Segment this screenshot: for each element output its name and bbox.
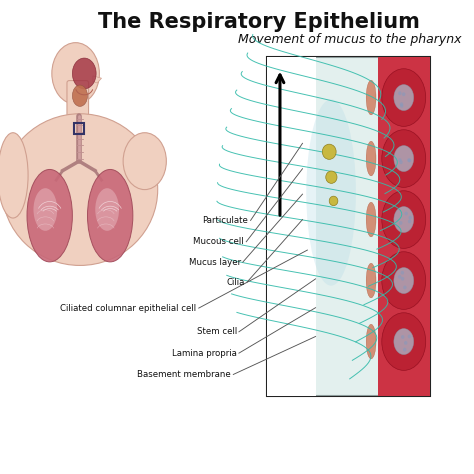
Ellipse shape (394, 146, 414, 172)
Circle shape (322, 144, 336, 159)
Circle shape (400, 277, 403, 281)
Circle shape (401, 273, 404, 277)
Circle shape (406, 273, 410, 277)
Polygon shape (93, 76, 101, 83)
Bar (316, 57, 378, 396)
Circle shape (405, 344, 409, 348)
Circle shape (403, 338, 407, 342)
Ellipse shape (382, 313, 426, 370)
Ellipse shape (366, 324, 376, 359)
Circle shape (329, 196, 338, 206)
Text: The Respiratory Epithelium: The Respiratory Epithelium (98, 12, 420, 32)
Circle shape (326, 171, 337, 183)
Circle shape (408, 149, 411, 153)
Ellipse shape (382, 69, 426, 127)
FancyBboxPatch shape (67, 81, 89, 116)
Ellipse shape (382, 191, 426, 248)
Ellipse shape (394, 207, 414, 233)
Circle shape (399, 104, 403, 108)
Circle shape (405, 226, 409, 230)
Ellipse shape (394, 328, 414, 355)
Text: Particulate: Particulate (202, 216, 248, 225)
Circle shape (403, 158, 407, 162)
Ellipse shape (0, 133, 28, 218)
Ellipse shape (394, 84, 414, 110)
Ellipse shape (366, 141, 376, 176)
Circle shape (397, 284, 401, 288)
Text: Cilia: Cilia (227, 278, 245, 286)
Text: Movement of mucus to the pharynx: Movement of mucus to the pharynx (238, 33, 462, 46)
Ellipse shape (366, 263, 376, 298)
Ellipse shape (394, 268, 414, 293)
Ellipse shape (366, 80, 376, 115)
Ellipse shape (52, 43, 100, 104)
Bar (378, 57, 430, 396)
Ellipse shape (95, 188, 119, 231)
Ellipse shape (306, 99, 356, 286)
Circle shape (404, 152, 408, 156)
Text: Lamina propria: Lamina propria (172, 349, 237, 357)
Circle shape (409, 343, 412, 346)
Bar (266, 57, 316, 396)
Text: Stem cell: Stem cell (197, 328, 237, 336)
Ellipse shape (382, 130, 426, 187)
Ellipse shape (382, 252, 426, 310)
Ellipse shape (366, 202, 376, 237)
Circle shape (398, 218, 402, 222)
Text: Basement membrane: Basement membrane (137, 370, 231, 379)
Ellipse shape (34, 188, 57, 231)
Circle shape (397, 154, 400, 158)
Bar (266, 57, 430, 396)
Ellipse shape (123, 133, 166, 190)
Text: Mucus layer: Mucus layer (189, 258, 241, 266)
Circle shape (401, 87, 405, 91)
Circle shape (404, 93, 408, 97)
Text: Ciliated columnar epithelial cell: Ciliated columnar epithelial cell (61, 304, 197, 312)
Ellipse shape (73, 58, 96, 89)
Ellipse shape (88, 169, 133, 262)
Ellipse shape (73, 85, 88, 107)
Circle shape (406, 332, 409, 336)
Ellipse shape (27, 169, 73, 262)
Circle shape (405, 210, 408, 214)
Circle shape (404, 87, 407, 91)
Bar (74, 123, 84, 134)
Ellipse shape (2, 114, 158, 265)
Circle shape (406, 224, 410, 228)
Text: Mucous cell: Mucous cell (193, 237, 244, 246)
